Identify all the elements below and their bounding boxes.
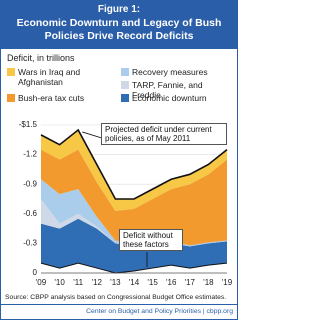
baseline-line [40,262,228,274]
area [41,129,227,211]
x-tick-label: '14 [129,278,140,287]
header: Figure 1: Economic Downturn and Legacy o… [1,1,237,49]
legend-label: Wars in Iraq and Afghanistan [18,67,81,87]
legend-swatch [121,94,129,102]
y-tick-label: -1.2 [23,150,37,159]
legend-swatch [7,68,15,76]
x-tick-label: '10 [54,278,65,287]
legend-label: TARP, Fannie, and Freddie [132,80,203,100]
x-tick-label: '17 [185,278,196,287]
legend-label: Bush-era tax cuts [18,93,85,103]
y-axis-label: Deficit, in trillions [7,53,75,63]
annotation: Projected deficit under current policies… [101,123,227,145]
legend-label: Recovery measures [132,67,208,77]
legend-swatch [7,94,15,102]
area [41,179,227,247]
x-tick-label: '11 [73,278,83,287]
area [41,149,227,246]
figure: -$1.5 -1.2 -0.9 -0.6 -0.3 0'09 '10 '11 '12 '13 '14… [0,0,238,320]
source: Source: CBPP analysis based on Congressi… [5,294,227,301]
x-tick-label: '13 [110,278,121,287]
x-tick-label: '12 [92,278,103,287]
x-tick-label: '19 [222,278,233,287]
annotation: Deficit without these factors [119,229,183,251]
y-tick-label: -$1.5 [19,120,38,129]
figure-label: Figure 1: [97,4,141,15]
x-tick-label: '09 [36,278,47,287]
x-tick-label: '16 [166,278,177,287]
legend-swatch [121,68,129,76]
y-tick-label: -0.6 [23,209,37,218]
footer-rule [1,304,237,305]
chart-title: Economic Downturn and Legacy of Bush Pol… [16,17,222,42]
legend-swatch [121,81,129,89]
y-tick-label: 0 [33,268,38,277]
y-tick-label: -0.9 [23,179,37,188]
y-tick-label: -0.3 [23,239,37,248]
total-line [40,128,228,200]
x-tick-label: '15 [147,278,158,287]
chart: -$1.5 -1.2 -0.9 -0.6 -0.3 0'09 '10 '11 '12 '13 '14… [19,120,233,287]
area [41,218,227,273]
x-tick-label: '18 [203,278,214,287]
legend-label: Economic downturn [132,93,207,103]
footer: Center on Budget and Policy Priorities |… [86,308,233,315]
